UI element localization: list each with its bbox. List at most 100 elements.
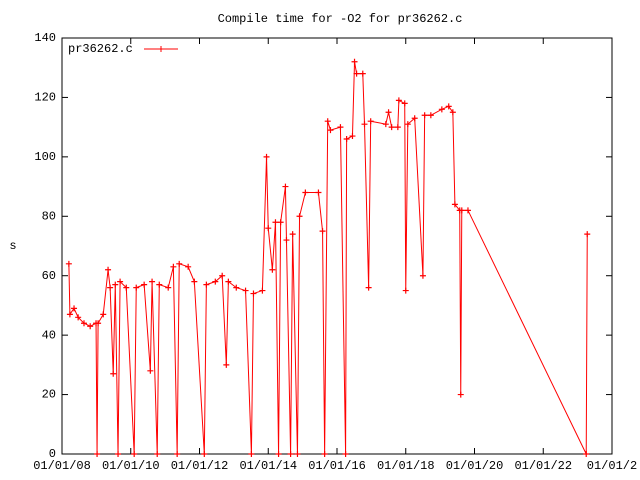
point-marker (349, 133, 356, 140)
point-marker (283, 237, 290, 244)
point-marker (225, 278, 232, 285)
point-marker (117, 278, 124, 285)
point-marker (351, 58, 358, 65)
point-marker (282, 183, 289, 190)
point-marker (277, 219, 284, 226)
point-marker (272, 219, 279, 226)
point-marker (154, 451, 161, 457)
point-marker (583, 451, 590, 457)
point-marker (71, 305, 78, 312)
point-marker (149, 278, 156, 285)
point-marker (259, 287, 266, 294)
point-marker (275, 451, 282, 457)
point-marker (95, 320, 102, 327)
x-tick-label: 01/01/10 (102, 459, 160, 473)
point-marker (584, 231, 591, 238)
point-marker (269, 266, 276, 273)
point-marker (294, 451, 301, 457)
point-marker (411, 115, 418, 122)
point-marker (315, 189, 322, 196)
point-marker (359, 70, 366, 77)
point-marker (201, 451, 208, 457)
point-marker (289, 231, 296, 238)
point-marker (248, 451, 255, 457)
point-marker (321, 451, 328, 457)
point-marker (223, 361, 230, 368)
point-marker (353, 70, 360, 77)
y-tick-label: 80 (42, 209, 56, 223)
point-marker (203, 281, 210, 288)
point-marker (451, 201, 458, 208)
point-marker (395, 97, 402, 104)
point-marker (401, 100, 408, 107)
point-marker (212, 278, 219, 285)
point-marker (457, 391, 464, 398)
point-marker (250, 290, 257, 297)
point-marker (343, 136, 350, 143)
point-marker (242, 287, 249, 294)
point-marker (382, 121, 389, 128)
legend-label: pr36262.c (68, 42, 133, 56)
point-marker (94, 451, 101, 457)
point-marker (402, 287, 409, 294)
y-tick-label: 140 (34, 31, 56, 45)
y-tick-label: 60 (42, 269, 56, 283)
point-marker (81, 320, 87, 327)
point-marker (133, 284, 140, 291)
point-marker (367, 118, 374, 125)
point-marker (388, 124, 395, 131)
x-tick-label: 01/01/14 (239, 459, 297, 473)
point-marker (342, 451, 349, 457)
y-tick-label: 120 (34, 91, 56, 105)
point-marker (296, 213, 303, 220)
y-tick-label: 20 (42, 388, 56, 402)
point-marker (107, 284, 114, 291)
point-marker (131, 451, 138, 457)
point-marker (394, 124, 401, 131)
point-marker (185, 263, 192, 270)
point-marker (449, 109, 456, 116)
point-marker (100, 311, 107, 318)
y-axis-label: s (9, 239, 16, 253)
point-marker (265, 225, 272, 232)
point-marker (361, 121, 368, 128)
point-marker (112, 281, 119, 288)
point-marker (65, 260, 72, 267)
point-marker (123, 284, 130, 291)
point-marker (445, 103, 452, 110)
point-marker (464, 207, 471, 214)
point-marker (170, 263, 177, 270)
point-marker (105, 266, 112, 273)
point-marker (404, 121, 411, 128)
x-tick-label: 01/01/12 (171, 459, 229, 473)
x-tick-label: 01/01/2 (587, 459, 637, 473)
point-marker (87, 323, 94, 330)
point-marker (427, 112, 434, 119)
point-marker (385, 109, 392, 116)
point-marker (287, 451, 294, 457)
point-marker (176, 260, 183, 267)
chart-title: Compile time for -O2 for pr36262.c (218, 12, 463, 26)
point-marker (263, 153, 270, 160)
point-marker (319, 228, 326, 235)
point-marker (337, 124, 344, 131)
point-marker (302, 189, 309, 196)
y-tick-label: 0 (49, 447, 56, 461)
point-marker (141, 281, 148, 288)
y-tick-label: 40 (42, 328, 56, 342)
point-marker (233, 284, 240, 291)
point-marker (191, 278, 198, 285)
x-tick-label: 01/01/16 (308, 459, 366, 473)
point-marker (66, 311, 73, 318)
point-marker (419, 272, 426, 279)
x-tick-label: 01/01/18 (377, 459, 435, 473)
point-marker (438, 106, 445, 113)
point-marker (110, 370, 117, 377)
point-marker (147, 367, 154, 374)
point-marker (165, 284, 172, 291)
point-marker (421, 112, 428, 119)
point-marker (458, 207, 465, 214)
point-marker (365, 284, 372, 291)
